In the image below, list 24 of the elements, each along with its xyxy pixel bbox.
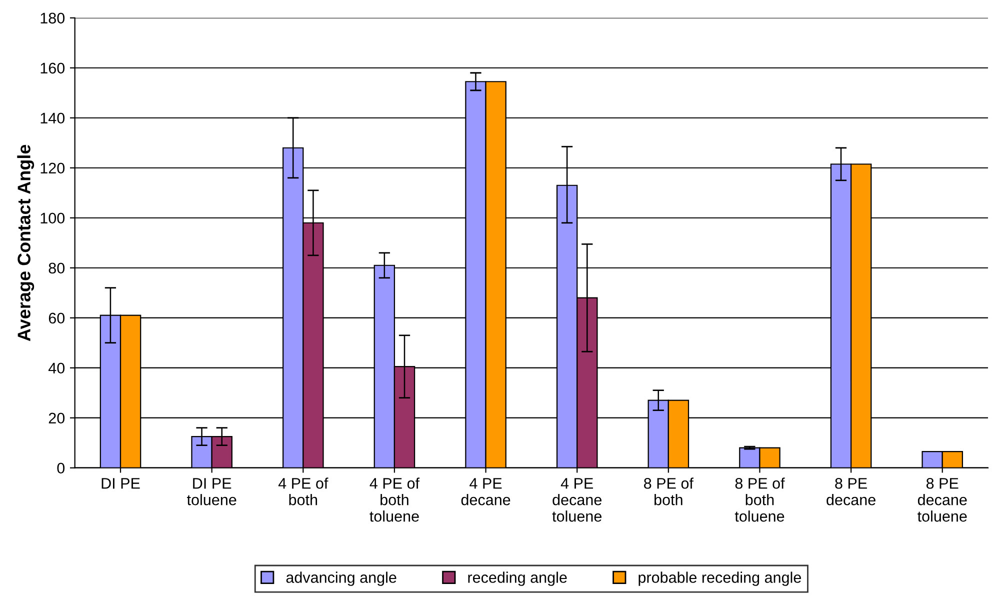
x-tick-label: 8 PE of both toluene bbox=[734, 478, 785, 522]
legend-label: probable receding angle bbox=[638, 572, 801, 586]
x-tick-label: DI PE bbox=[102, 478, 140, 489]
y-tick-label: 40 bbox=[48, 362, 65, 374]
legend-label: advancing angle bbox=[286, 572, 396, 586]
x-tick-label: 8 PE of both bbox=[644, 478, 694, 506]
x-tick-label: 4 PE decane bbox=[461, 478, 510, 506]
y-tick-label: 120 bbox=[40, 162, 65, 174]
x-tick-label: 4 PE of both toluene bbox=[370, 478, 420, 522]
y-tick-label: 20 bbox=[48, 412, 65, 424]
y-axis-title: Average Contact Angle bbox=[17, 144, 34, 342]
x-tick-label: 8 PE decane toluene bbox=[918, 478, 967, 522]
x-tick-label: DI PE toluene bbox=[187, 478, 236, 506]
y-tick-label: 180 bbox=[40, 12, 65, 24]
y-tick-label: 140 bbox=[40, 112, 65, 124]
x-tick-label: 8 PE decane bbox=[826, 478, 876, 506]
y-tick-label: 160 bbox=[40, 62, 65, 74]
x-tick-label: 4 PE of both bbox=[278, 478, 328, 506]
y-tick-label: 60 bbox=[48, 312, 65, 324]
y-tick-label: 80 bbox=[48, 262, 65, 274]
legend-label: receding angle bbox=[468, 572, 567, 586]
x-tick-label: 4 PE decane toluene bbox=[552, 478, 602, 522]
y-tick-label: 0 bbox=[57, 462, 65, 474]
y-tick-label: 100 bbox=[40, 212, 65, 224]
